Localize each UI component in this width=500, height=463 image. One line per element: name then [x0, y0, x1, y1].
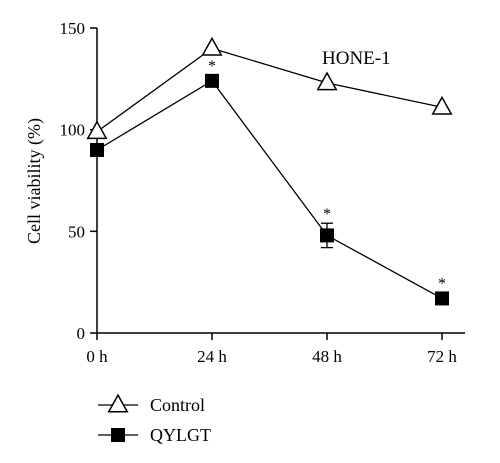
series-layer: * * *: [86, 36, 453, 306]
series-line: [96, 80, 443, 300]
series-line: [96, 47, 443, 133]
chart-annotation: HONE-1: [322, 48, 391, 69]
series-qylgt: * * *: [90, 58, 449, 306]
legend-marker: [107, 393, 129, 413]
data-point: [201, 36, 223, 56]
legend-item-qylgt: QYLGT: [98, 425, 211, 445]
axes: [96, 28, 465, 334]
significance-marker: *: [438, 275, 446, 292]
y-tick-label: 50: [68, 222, 85, 241]
data-point: [316, 71, 338, 91]
x-tick-label: 48 h: [312, 347, 342, 366]
data-point: [435, 291, 449, 306]
y-ticks: 0 50 100 150: [60, 19, 97, 343]
data-point: [320, 228, 334, 243]
series-control: [86, 36, 453, 140]
y-tick-label: 0: [77, 324, 86, 343]
y-tick-label: 150: [60, 19, 86, 38]
x-tick-label: 0 h: [86, 347, 108, 366]
legend-marker: [111, 428, 125, 442]
x-ticks: 0 h 24 h 48 h 72 h: [86, 333, 457, 366]
legend-item-control: Control: [98, 393, 205, 415]
y-axis-title: Cell viability (%): [24, 118, 45, 244]
data-point: [86, 120, 108, 140]
significance-marker: *: [208, 58, 216, 75]
data-point: [90, 143, 104, 157]
data-point: [205, 73, 219, 88]
legend-label: QYLGT: [150, 425, 211, 445]
x-tick-label: 24 h: [197, 347, 227, 366]
legend: Control QYLGT: [98, 393, 211, 445]
legend-label: Control: [150, 395, 205, 415]
x-tick-label: 72 h: [427, 347, 457, 366]
data-point: [431, 95, 453, 115]
y-tick-label: 100: [60, 121, 86, 140]
significance-marker: *: [323, 206, 331, 223]
